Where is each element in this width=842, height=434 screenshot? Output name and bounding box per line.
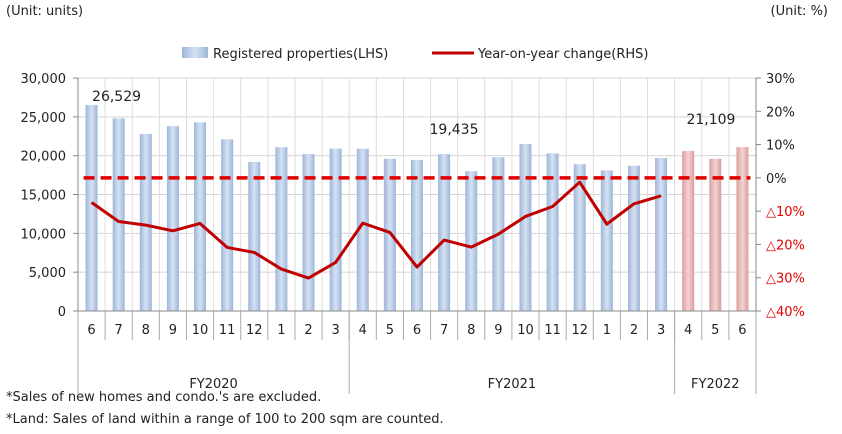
right-tick-label: △10%: [766, 205, 805, 220]
bar: [139, 133, 152, 311]
month-label: 11: [219, 323, 236, 338]
right-tick-label: △40%: [766, 305, 805, 320]
month-label: 6: [413, 323, 421, 338]
footnote-1: *Sales of new homes and condo.'s are exc…: [6, 390, 322, 405]
bar: [465, 171, 478, 311]
month-label: 9: [169, 323, 177, 338]
data-label: 26,529: [92, 89, 141, 105]
right-tick-label: 10%: [766, 139, 795, 154]
legend-bar-label: Registered properties(LHS): [213, 47, 388, 62]
bar: [655, 157, 668, 311]
right-tick-label: △30%: [766, 272, 805, 287]
left-tick-label: 20,000: [21, 150, 67, 165]
month-label: 10: [192, 323, 209, 338]
yoy-change-line: [90, 180, 662, 280]
legend-bar-swatch: [182, 47, 208, 58]
bar: [85, 104, 98, 311]
bar: [600, 170, 613, 311]
fiscal-year-label: FY2022: [691, 377, 740, 392]
month-label: 8: [142, 323, 150, 338]
month-label: 10: [517, 323, 534, 338]
month-label: 3: [331, 323, 339, 338]
bar: [546, 153, 559, 311]
legend: Registered properties(LHS) Year-on-year …: [182, 47, 648, 62]
month-label: 2: [630, 323, 638, 338]
bar: [221, 139, 234, 311]
right-tick-label: △20%: [766, 238, 805, 253]
bar: [248, 161, 261, 311]
fiscal-year-label: FY2021: [488, 377, 537, 392]
month-label: 4: [359, 323, 367, 338]
left-tick-label: 15,000: [21, 189, 67, 204]
bar: [736, 147, 749, 311]
month-label: 8: [467, 323, 475, 338]
data-label: 19,435: [430, 122, 479, 138]
month-label: 1: [603, 323, 611, 338]
left-tick-label: 0: [58, 305, 66, 320]
right-tick-label: 20%: [766, 105, 795, 120]
chart: Registered properties(LHS) Year-on-year …: [21, 47, 805, 394]
bar: [383, 158, 396, 311]
month-label: 9: [494, 323, 502, 338]
bar: [682, 151, 695, 311]
month-label: 1: [277, 323, 285, 338]
bar: [709, 158, 722, 311]
month-label: 7: [440, 323, 448, 338]
bar: [166, 126, 179, 311]
month-label: 3: [657, 323, 665, 338]
month-label: 5: [386, 323, 394, 338]
month-label: 6: [87, 323, 95, 338]
left-unit-label: (Unit: units): [6, 4, 84, 19]
right-tick-label: 0%: [766, 172, 787, 187]
month-label: 6: [738, 323, 746, 338]
bar: [573, 164, 586, 311]
month-label: 12: [571, 323, 588, 338]
bar: [438, 154, 451, 311]
bar: [411, 160, 423, 311]
bar: [329, 148, 342, 311]
data-label: 21,109: [686, 112, 735, 128]
footnote-2: *Land: Sales of land within a range of 1…: [6, 412, 444, 427]
fiscal-year-label: FY2020: [189, 377, 238, 392]
bar: [627, 165, 640, 311]
bar: [275, 147, 288, 311]
month-label: 5: [711, 323, 719, 338]
left-tick-label: 25,000: [21, 111, 67, 126]
right-tick-label: 30%: [766, 72, 795, 87]
left-tick-label: 10,000: [21, 227, 67, 242]
month-label: 4: [684, 323, 692, 338]
bar: [194, 122, 207, 312]
month-label: 11: [544, 323, 561, 338]
left-tick-label: 5,000: [29, 266, 66, 281]
bar: [519, 144, 532, 311]
bar: [302, 154, 315, 311]
month-label: 7: [115, 323, 123, 338]
bar: [112, 118, 125, 312]
month-label: 12: [246, 323, 263, 338]
right-unit-label: (Unit: %): [770, 4, 828, 19]
month-label: 2: [304, 323, 312, 338]
left-tick-label: 30,000: [21, 72, 67, 87]
legend-line-label: Year-on-year change(RHS): [477, 47, 648, 62]
bar: [356, 148, 369, 311]
